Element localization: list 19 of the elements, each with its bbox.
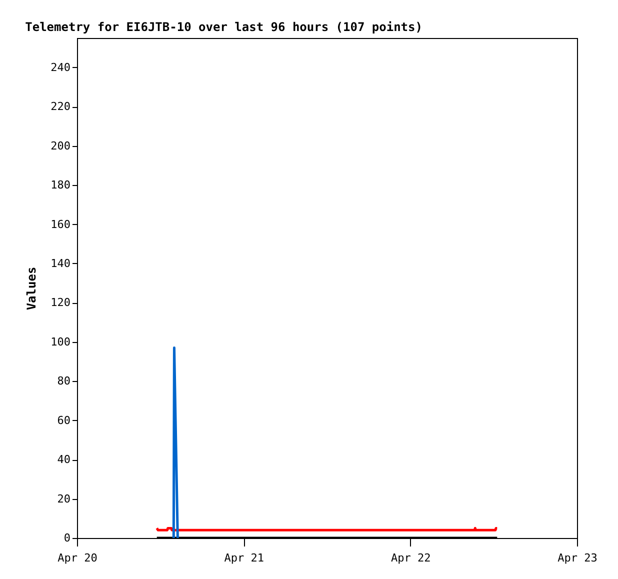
y-tick-label: 40 xyxy=(57,453,70,466)
x-tick-label: Apr 23 xyxy=(558,552,598,564)
chart-title: Telemetry for EI6JTB-10 over last 96 hours (107 points) xyxy=(25,20,422,34)
x-tick-label: Apr 22 xyxy=(390,552,431,564)
y-tick-label: 120 xyxy=(50,296,70,310)
y-tick-label: 200 xyxy=(50,139,70,152)
y-tick-label: 60 xyxy=(57,414,70,427)
y-tick-label: 0 xyxy=(64,532,70,544)
x-tick-label: Apr 21 xyxy=(224,552,264,564)
y-tick-label: 100 xyxy=(50,335,70,348)
x-tick-label: Apr 20 xyxy=(58,552,98,564)
y-tick-label: 20 xyxy=(57,492,70,506)
y-tick-label: 80 xyxy=(57,374,70,388)
y-tick-label: 220 xyxy=(50,100,70,114)
y-tick-label: 140 xyxy=(50,256,70,270)
y-tick-label: 240 xyxy=(50,60,70,74)
y-tick-label: 180 xyxy=(50,178,70,192)
y-tick-label: 160 xyxy=(50,218,70,231)
y-axis-title: Values xyxy=(24,266,39,310)
